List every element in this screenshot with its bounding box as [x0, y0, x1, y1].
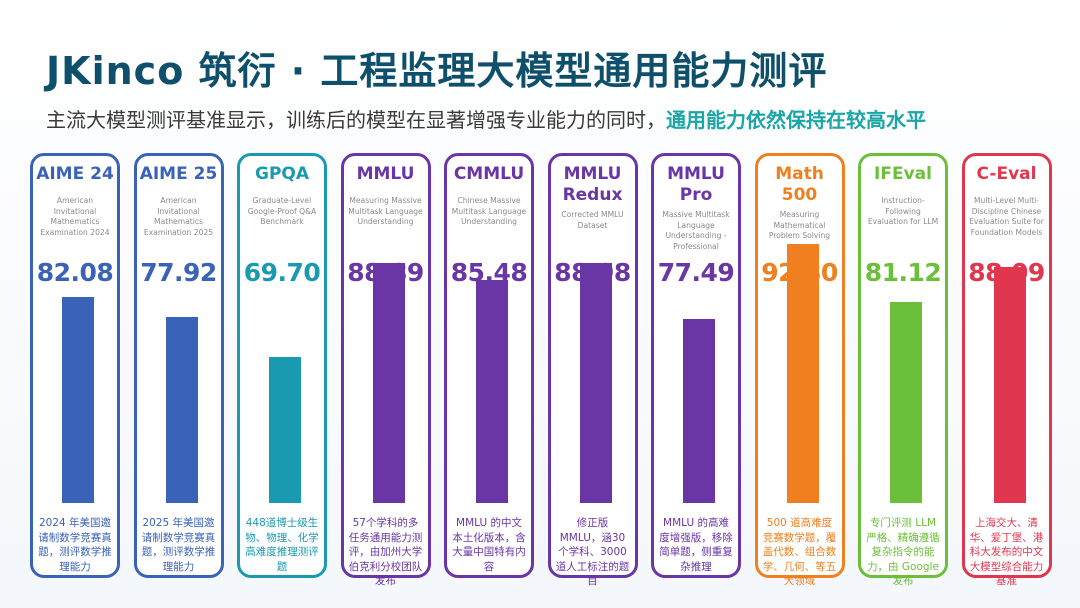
- benchmark-fullname: Instruction-Following Evaluation for LLM: [867, 196, 939, 226]
- bar: [372, 263, 405, 503]
- bar: [579, 262, 612, 503]
- benchmark-name: CMMLU: [453, 164, 525, 184]
- bar: [165, 317, 198, 503]
- benchmark-fullname: Graduate-Level Google-Proof Q&A Benchmar…: [247, 196, 317, 226]
- benchmark-name: GPQA: [254, 164, 310, 184]
- bar: [62, 296, 94, 503]
- benchmark-fullname: Massive Multitask Language Understanding…: [662, 210, 730, 251]
- benchmark-description: MMLU 的高难度增强版，移除简单题，侧重复杂推理: [659, 517, 733, 573]
- benchmark-fullname: Measuring Massive Multitask Language Und…: [348, 196, 423, 226]
- benchmark-card: MMLU Measuring Massive Multitask Language…: [340, 153, 431, 587]
- score-label: 69.70: [243, 258, 321, 287]
- subtitle-highlight: 通用能力依然保持在较高水平: [666, 108, 926, 132]
- benchmark-description: 500 道高难度竞赛数学题，覆盖代数、组合数学、几何、等五大领域: [762, 517, 837, 587]
- benchmark-card: GPQA Graduate-Level Google-Proof Q&A Benc…: [237, 153, 327, 578]
- score-label: 81.12: [864, 258, 942, 287]
- benchmark-description: 上海交大、清华、爱丁堡、港科大发布的中文大模型综合能力基准: [969, 517, 1044, 587]
- benchmark-name: Math 500: [775, 164, 824, 205]
- benchmark-description: 448道博士级生物、物理、化学高难度推理测评题: [245, 517, 319, 573]
- benchmark-fullname: Corrected MMLU Dataset: [561, 210, 624, 230]
- page-subtitle: 主流大模型测评基准显示，训练后的模型在显著增强专业能力的同时，通用能力依然保持在…: [46, 104, 926, 133]
- benchmark-card: Math 500 Measuring Mathematical Problem S…: [754, 153, 845, 587]
- benchmark-card: IFEval Instruction-Following Evaluation f…: [858, 153, 948, 587]
- bar: [890, 301, 922, 503]
- benchmark-fullname: Chinese Massive Multitask Language Under…: [451, 196, 527, 226]
- benchmark-fullname: American Invitational Mathematics Examin…: [40, 196, 110, 237]
- benchmark-name: AIME 25: [139, 164, 218, 184]
- benchmark-description: 修正版 MMLU，涵30个学科、3000道人工标注的题目: [555, 517, 630, 587]
- benchmark-fullname: Multi-Level Multi-Discipline Chinese Eva…: [969, 196, 1044, 237]
- benchmark-name: MMLU Pro: [667, 164, 725, 205]
- bar: [683, 319, 715, 503]
- page-title: JKinco 筑衍 · 工程监理大模型通用能力测评: [46, 49, 828, 93]
- bar: [786, 244, 819, 503]
- benchmark-description: 2025 年美国邀请制数学竞赛真题，测评数学推理能力: [141, 517, 216, 573]
- benchmark-name: C-Eval: [976, 164, 1037, 184]
- bar: [269, 357, 301, 503]
- benchmark-card: C-Eval Multi-Level Multi-Discipline Chine…: [961, 153, 1052, 587]
- bar: [476, 280, 508, 503]
- score-label: 77.49: [657, 258, 735, 287]
- benchmark-fullname: Measuring Mathematical Problem Solving: [768, 210, 831, 240]
- benchmark-name: MMLU Redux: [562, 164, 623, 205]
- benchmark-card: AIME 24 American Invitational Mathematics…: [30, 153, 120, 578]
- benchmark-name: MMLU: [356, 164, 415, 184]
- benchmark-description: 专门评测 LLM 严格、精确遵循复杂指令的能力，由 Google发布: [866, 517, 940, 587]
- benchmark-fullname: American Invitational Mathematics Examin…: [143, 196, 214, 237]
- bar: [993, 267, 1026, 503]
- score-label: 82.08: [36, 258, 114, 287]
- subtitle-text: 主流大模型测评基准显示，训练后的模型在显著增强专业能力的同时，: [46, 108, 666, 132]
- benchmark-description: 2024 年美国邀请制数学竞赛真题，测评数学推理能力: [38, 517, 112, 573]
- score-label: 77.92: [140, 258, 217, 287]
- benchmark-name: IFEval: [874, 164, 932, 184]
- benchmark-card: AIME 25 American Invitational Mathematics…: [133, 153, 224, 578]
- benchmark-name: AIME 24: [36, 164, 114, 184]
- benchmark-card: MMLU Pro Massive Multitask Language Under…: [651, 153, 741, 578]
- benchmark-description: MMLU 的中文本土化版本，含大量中国特有内容: [452, 517, 526, 573]
- benchmark-description: 57个学科的多任务通用能力测评，由加州大学伯克利分校团队发布: [348, 517, 423, 587]
- benchmark-card: CMMLU Chinese Massive Multitask Language …: [444, 153, 534, 578]
